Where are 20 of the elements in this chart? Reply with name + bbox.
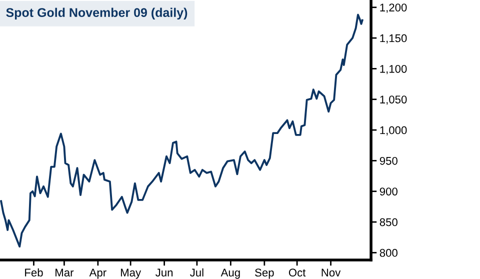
x-tick-label: Aug	[220, 268, 240, 279]
x-tick-label: Mar	[56, 268, 74, 277]
x-tick-label: Jun	[156, 268, 173, 277]
y-tick-label: 1,000	[380, 126, 407, 136]
x-tick-label: Sep	[255, 268, 274, 279]
y-tick-label: 800	[380, 248, 398, 257]
y-tick-label: 1,200	[380, 4, 407, 13]
y-tick-label: 900	[380, 188, 398, 196]
x-tick-label: Nov	[322, 268, 341, 277]
x-tick-label: Jul	[190, 268, 204, 277]
x-tick-label: Oct	[288, 268, 306, 277]
y-tick-label: 850	[380, 218, 398, 226]
x-tick-label: Feb	[25, 268, 43, 277]
y-tick-label: 1,150	[380, 34, 407, 44]
y-tick-label: 1,050	[380, 96, 407, 105]
y-tick-label: 950	[380, 156, 398, 165]
x-tick-label: Apr	[89, 268, 106, 279]
x-tick-label: May	[120, 268, 142, 279]
y-tick-label: 1,100	[380, 64, 407, 74]
text: Spot Gold November 09 (daily)	[6, 8, 188, 20]
